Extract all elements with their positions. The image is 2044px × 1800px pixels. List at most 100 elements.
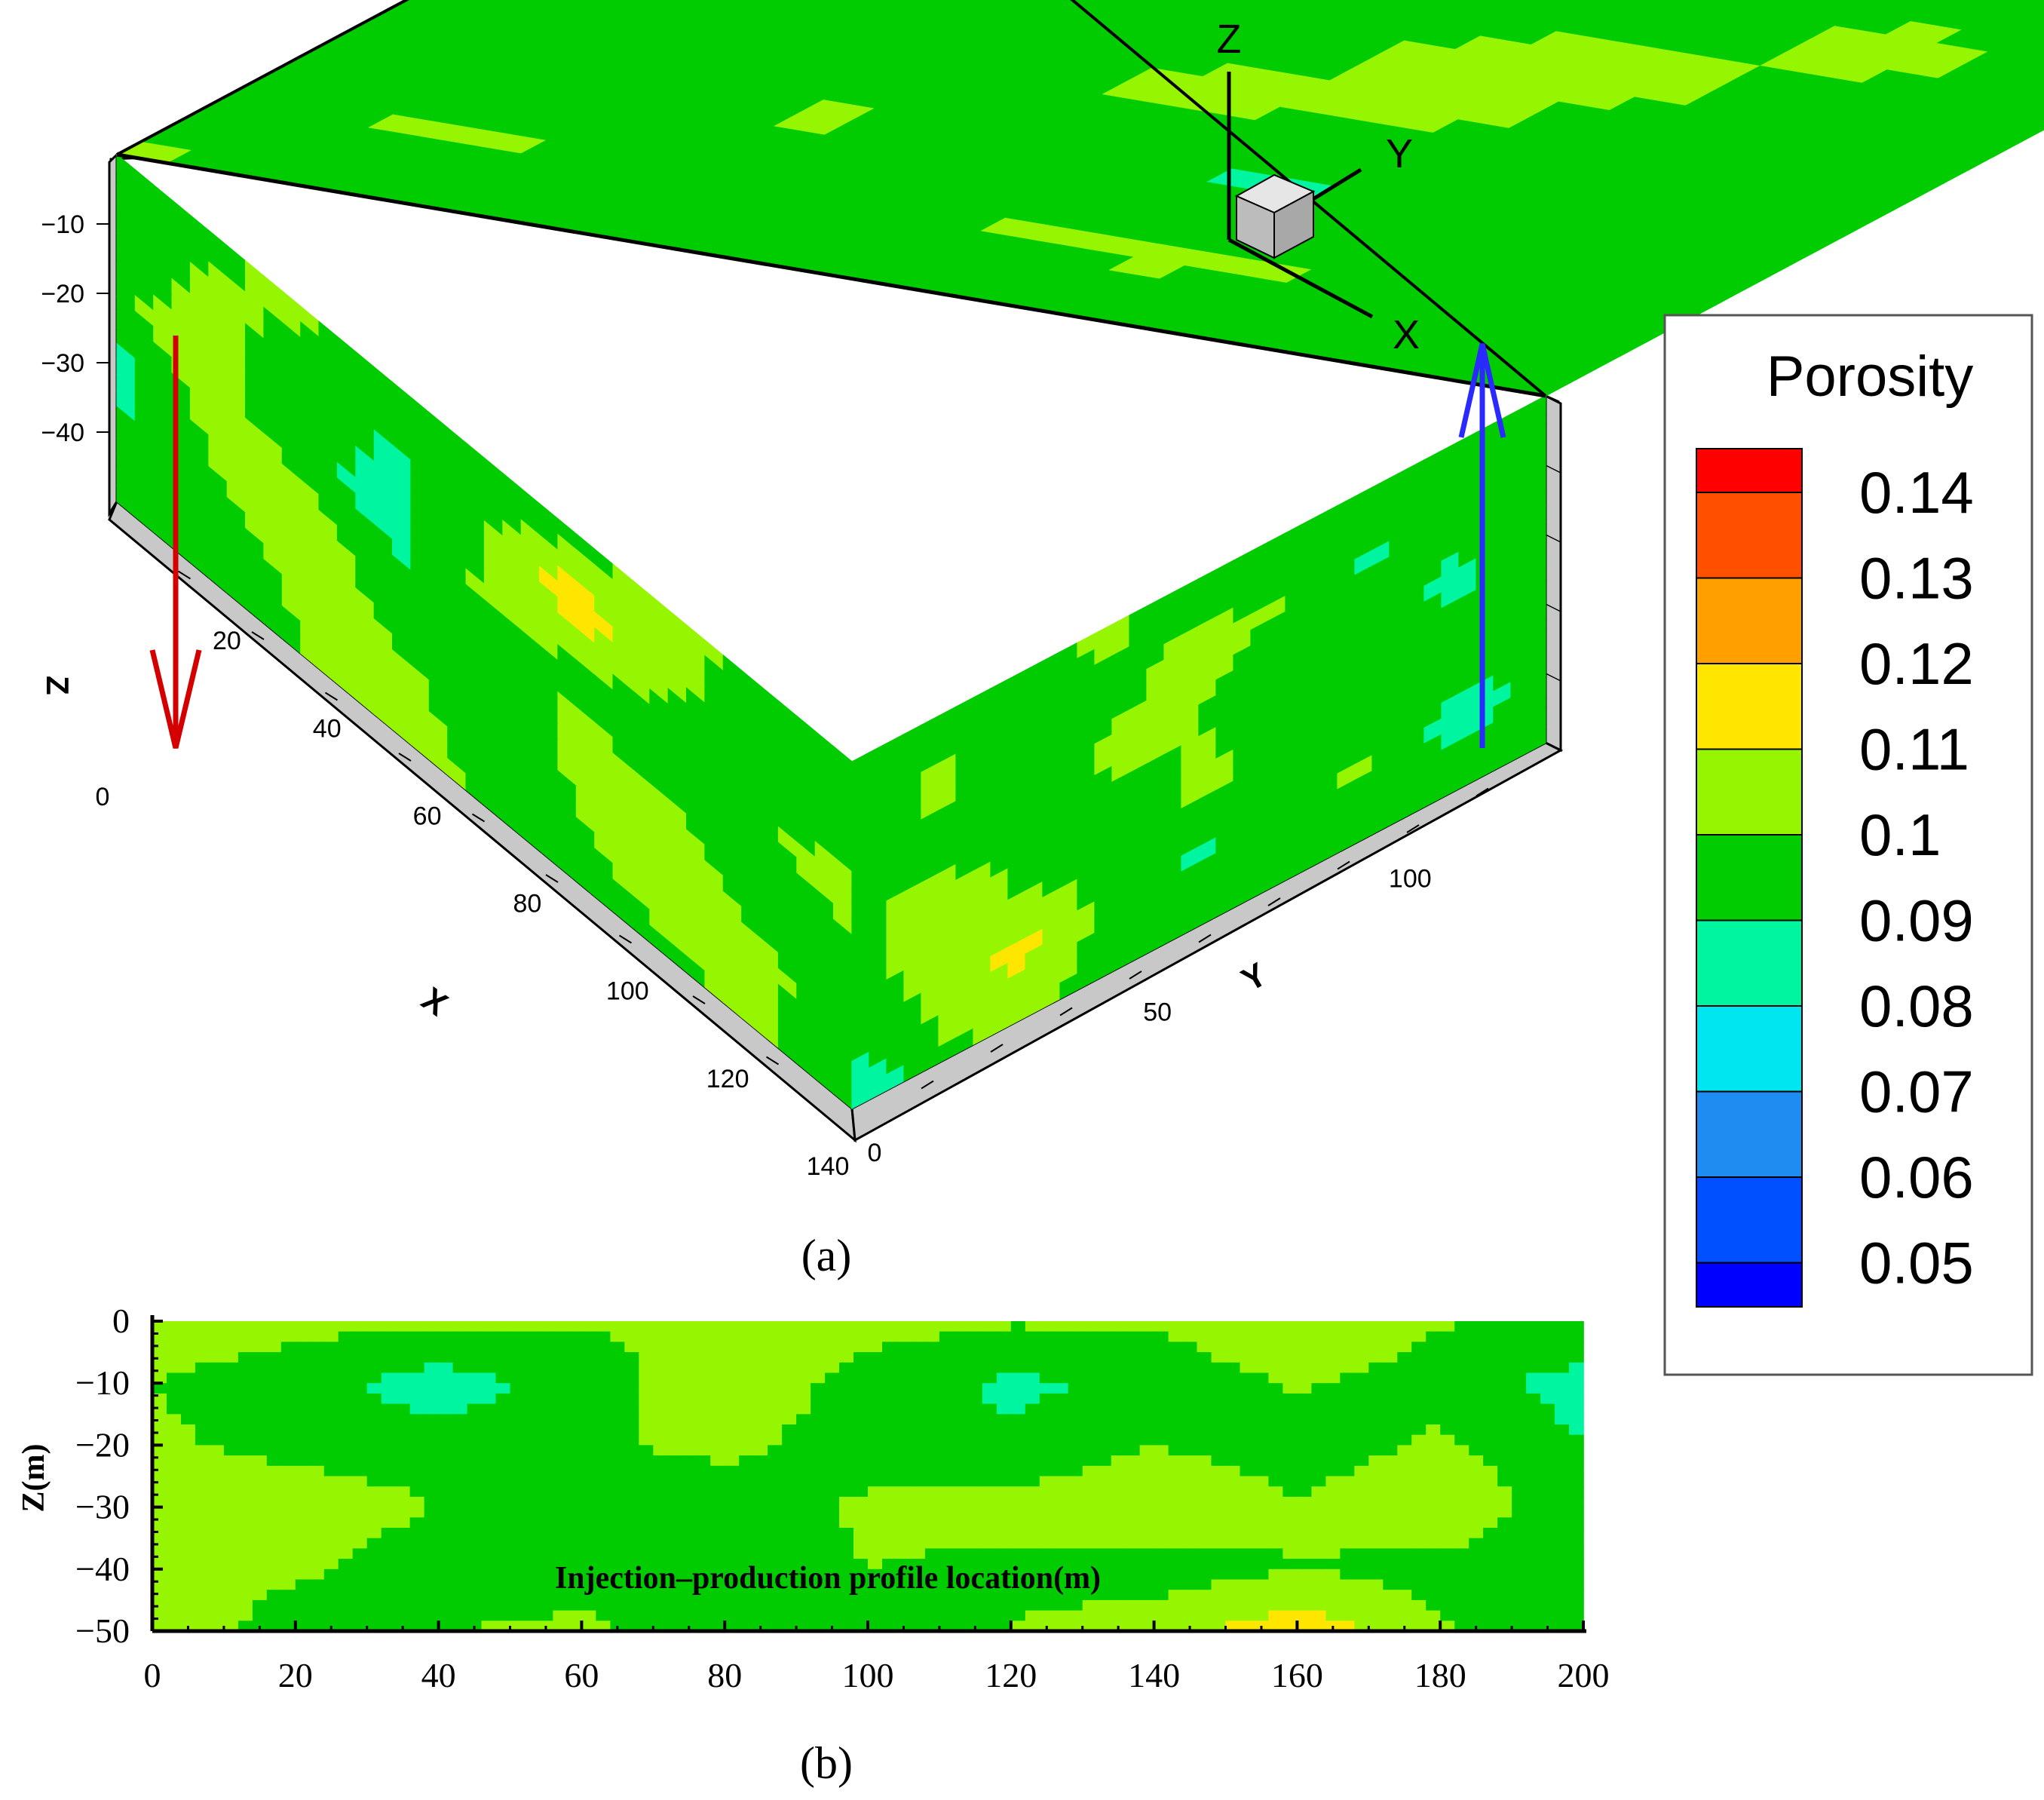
profile-cell bbox=[868, 1393, 883, 1405]
profile-cell bbox=[725, 1528, 740, 1539]
profile-cell bbox=[1469, 1424, 1484, 1436]
profile-cell bbox=[366, 1496, 382, 1508]
profile-cell bbox=[924, 1486, 940, 1498]
profile-cell bbox=[1039, 1321, 1055, 1332]
profile-cell bbox=[1254, 1342, 1270, 1353]
profile-cell bbox=[1211, 1372, 1227, 1384]
profile-cell bbox=[768, 1455, 783, 1467]
profile-cell bbox=[953, 1352, 969, 1363]
porosity-cell bbox=[2013, 59, 2044, 79]
profile-cell bbox=[1268, 1321, 1284, 1332]
profile-cell bbox=[1082, 1455, 1098, 1467]
profile-cell bbox=[825, 1342, 840, 1353]
profile-cell bbox=[167, 1455, 182, 1467]
profile-cell bbox=[1555, 1538, 1570, 1550]
profile-cell bbox=[524, 1559, 540, 1570]
profile-cell bbox=[753, 1403, 768, 1415]
profile-cell bbox=[524, 1403, 540, 1415]
profile-cell bbox=[768, 1517, 783, 1529]
profile-cell bbox=[1540, 1496, 1555, 1508]
profile-cell bbox=[481, 1383, 497, 1394]
profile-cell bbox=[1311, 1528, 1327, 1539]
profile-cell bbox=[768, 1331, 783, 1343]
profile-cell bbox=[710, 1321, 725, 1332]
profile-cell bbox=[1555, 1372, 1570, 1384]
profile-cell bbox=[280, 1362, 296, 1374]
profile-cell bbox=[1240, 1528, 1255, 1539]
profile-cell bbox=[524, 1331, 540, 1343]
profile-cell bbox=[1512, 1465, 1527, 1477]
profile-cell bbox=[739, 1342, 754, 1353]
profile-cell bbox=[796, 1403, 811, 1415]
profile-cell bbox=[996, 1342, 1012, 1353]
porosity-cell bbox=[853, 0, 878, 3]
profile-cell bbox=[639, 1414, 654, 1425]
profile-cell bbox=[682, 1496, 697, 1508]
colorbar-swatch bbox=[1696, 834, 1803, 921]
profile-cell bbox=[1411, 1538, 1427, 1550]
profile-cell bbox=[910, 1342, 926, 1353]
x-tick-label: 20 bbox=[213, 627, 241, 655]
profile-cell bbox=[725, 1548, 740, 1559]
profile-cell bbox=[696, 1528, 711, 1539]
profile-cell bbox=[352, 1434, 368, 1446]
profile-cell bbox=[1182, 1393, 1198, 1405]
porosity-cell bbox=[544, 0, 609, 9]
profile-cell bbox=[1411, 1321, 1427, 1332]
profile-cell bbox=[1025, 1455, 1040, 1467]
profile-cell bbox=[510, 1383, 526, 1394]
profile-cell bbox=[753, 1548, 768, 1559]
profile-cell bbox=[753, 1455, 768, 1467]
profile-cell bbox=[1297, 1455, 1313, 1467]
profile-cell bbox=[1225, 1548, 1241, 1559]
porosity-cell bbox=[870, 0, 945, 12]
profile-cell bbox=[667, 1548, 683, 1559]
profile-cell bbox=[1096, 1486, 1112, 1498]
profile-cell bbox=[725, 1496, 740, 1508]
profile-cell bbox=[996, 1465, 1012, 1477]
profile-cell bbox=[1368, 1548, 1384, 1559]
y-face-porosity bbox=[851, 395, 1546, 1109]
profile-cell bbox=[882, 1352, 897, 1363]
triad-label-x: X bbox=[1393, 312, 1420, 357]
profile-cell bbox=[1068, 1393, 1083, 1405]
profile-cell bbox=[696, 1393, 711, 1405]
profile-cell bbox=[939, 1476, 955, 1487]
profile-cell bbox=[1411, 1372, 1427, 1384]
profile-cell bbox=[1383, 1455, 1399, 1467]
profile-cell bbox=[624, 1414, 640, 1425]
profile-cell bbox=[481, 1548, 497, 1559]
profile-cell bbox=[510, 1476, 526, 1487]
profile-cell bbox=[624, 1496, 640, 1508]
profile-cell bbox=[796, 1393, 811, 1405]
profile-cell bbox=[696, 1352, 711, 1363]
profile-cell bbox=[1053, 1517, 1069, 1529]
profile-cell bbox=[910, 1455, 926, 1467]
profile-cell bbox=[438, 1403, 454, 1415]
profile-cell bbox=[639, 1445, 654, 1456]
profile-cell bbox=[624, 1372, 640, 1384]
profile-cell bbox=[839, 1321, 854, 1332]
profile-cell bbox=[409, 1414, 425, 1425]
profile-cell bbox=[1197, 1476, 1212, 1487]
profile-cell bbox=[1555, 1496, 1570, 1508]
profile-cell bbox=[1526, 1414, 1541, 1425]
profile-cell bbox=[1383, 1331, 1399, 1343]
profile-cell bbox=[924, 1352, 940, 1363]
profile-cell bbox=[1512, 1486, 1527, 1498]
profile-cell bbox=[1154, 1507, 1169, 1519]
profile-cell bbox=[868, 1362, 883, 1374]
profile-cell bbox=[323, 1321, 339, 1332]
profile-cell bbox=[409, 1424, 425, 1436]
profile-cell bbox=[1082, 1403, 1098, 1415]
profile-cell bbox=[1340, 1476, 1356, 1487]
profile-cell bbox=[967, 1414, 983, 1425]
profile-cell bbox=[924, 1517, 940, 1529]
profile-cell bbox=[1411, 1528, 1427, 1539]
profile-cell bbox=[739, 1548, 754, 1559]
profile-cell bbox=[1497, 1517, 1512, 1529]
profile-cell bbox=[581, 1538, 597, 1550]
profile-cell bbox=[967, 1352, 983, 1363]
profile-cell bbox=[352, 1496, 368, 1508]
profile-cell bbox=[910, 1352, 926, 1363]
